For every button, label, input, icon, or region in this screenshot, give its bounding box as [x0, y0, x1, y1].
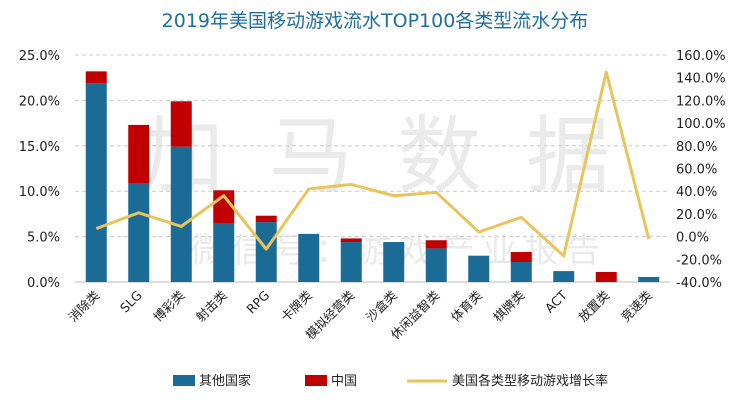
legend-swatch-other-countries — [173, 375, 195, 386]
left-tick-label: 20.0% — [19, 94, 60, 109]
bar-other-countries — [85, 83, 107, 282]
left-tick-label: 5.0% — [27, 231, 60, 246]
category-label: 卡牌类 — [278, 287, 315, 324]
bar-other-countries — [255, 222, 277, 282]
bar-other-countries — [298, 233, 320, 282]
bar-china — [170, 101, 192, 147]
right-tick-label: 160.0% — [676, 49, 726, 64]
legend-label-growth: 美国各类型移动游戏增长率 — [452, 373, 608, 389]
bar-china — [595, 272, 617, 282]
bar-other-countries — [638, 277, 660, 282]
category-label: 射击类 — [193, 287, 230, 324]
category-label: 沙盒类 — [363, 287, 400, 324]
category-label: 棋牌类 — [490, 287, 527, 324]
bar-china — [128, 124, 150, 184]
category-label: 体育类 — [448, 287, 485, 324]
right-tick-label: 0.0% — [676, 231, 709, 246]
right-tick-label: 20.0% — [676, 208, 717, 223]
category-label: SLG — [117, 288, 145, 316]
right-tick-label: 100.0% — [676, 117, 726, 132]
bar-china — [255, 215, 277, 223]
category-label: 博彩类 — [150, 287, 187, 324]
legend-label-other-countries: 其他国家 — [199, 373, 251, 389]
bar-other-countries — [170, 146, 192, 282]
left-tick-label: 10.0% — [19, 185, 60, 200]
category-label: 消除类 — [65, 287, 102, 324]
bar-other-countries — [425, 248, 447, 282]
category-label: 竞速类 — [618, 287, 655, 324]
legend-label-china: 中国 — [331, 374, 357, 389]
right-tick-label: -40.0% — [676, 276, 722, 291]
bar-other-countries — [510, 262, 532, 282]
legend-swatch-china — [305, 375, 327, 386]
category-label: 放置类 — [575, 287, 612, 324]
bar-other-countries — [468, 255, 490, 282]
right-tick-label: -20.0% — [676, 253, 722, 268]
category-label: ACT — [542, 287, 570, 315]
right-tick-label: 60.0% — [676, 163, 717, 178]
left-tick-label: 25.0% — [19, 49, 60, 64]
right-tick-label: 120.0% — [676, 94, 726, 109]
bar-other-countries — [383, 242, 405, 282]
right-tick-label: 80.0% — [676, 140, 717, 155]
chart-title: 2019年美国移动游戏流水TOP100各类型流水分布 — [161, 10, 589, 32]
bar-china — [85, 71, 107, 84]
bar-other-countries — [213, 222, 235, 282]
bar-china — [425, 240, 447, 249]
left-tick-label: 15.0% — [19, 140, 60, 155]
growth-rate-line — [95, 70, 651, 258]
bar-china — [340, 238, 362, 243]
bar-china — [510, 252, 532, 263]
left-tick-label: 0.0% — [27, 276, 60, 291]
bar-other-countries — [128, 183, 150, 282]
bar-other-countries — [340, 242, 362, 282]
bar-other-countries — [553, 271, 575, 282]
category-label: RPG — [243, 288, 272, 317]
right-tick-label: 40.0% — [676, 185, 717, 200]
right-tick-label: 140.0% — [676, 72, 726, 87]
